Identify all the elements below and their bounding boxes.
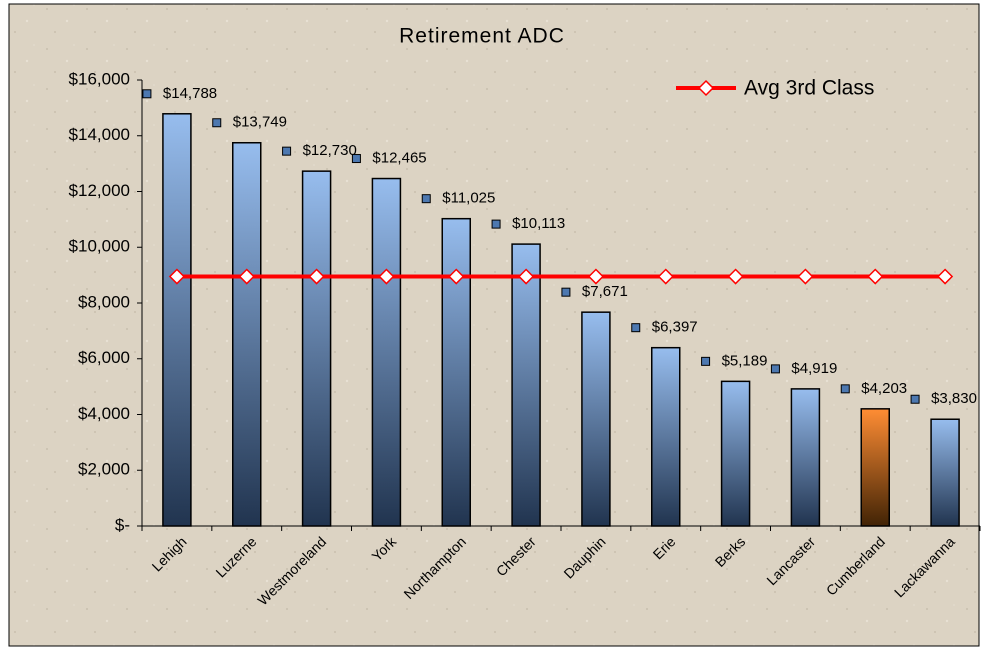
bar bbox=[651, 346, 681, 527]
line-marker bbox=[587, 268, 604, 285]
chart-title: Retirement ADC bbox=[399, 25, 565, 48]
data-label: $10,113 bbox=[512, 215, 565, 232]
data-label: $14,788 bbox=[163, 85, 217, 102]
bar bbox=[790, 388, 821, 527]
data-label: $7,671 bbox=[582, 283, 628, 300]
line-marker bbox=[727, 268, 744, 285]
bar bbox=[162, 113, 192, 527]
label-marker bbox=[421, 194, 431, 204]
label-marker bbox=[351, 154, 361, 164]
line-marker bbox=[867, 268, 884, 285]
legend-marker bbox=[697, 79, 715, 97]
data-label: $12,465 bbox=[372, 150, 426, 167]
bar bbox=[232, 141, 262, 527]
data-label: $4,203 bbox=[861, 380, 907, 397]
chart-frame bbox=[8, 3, 980, 647]
bar bbox=[581, 311, 611, 527]
data-label: $6,397 bbox=[652, 319, 698, 336]
bar bbox=[720, 380, 751, 527]
label-marker bbox=[701, 356, 711, 366]
label-marker bbox=[282, 146, 292, 156]
data-label: $3,830 bbox=[931, 390, 977, 407]
label-marker bbox=[770, 364, 780, 374]
label-marker bbox=[840, 384, 850, 394]
bar bbox=[441, 217, 471, 527]
label-marker bbox=[561, 287, 571, 297]
data-label: $12,730 bbox=[303, 142, 357, 159]
label-marker bbox=[142, 89, 152, 99]
label-marker bbox=[491, 219, 501, 229]
y-tick-label: $8,000 bbox=[78, 292, 130, 311]
label-marker bbox=[910, 394, 920, 404]
data-label: $4,919 bbox=[791, 360, 837, 377]
y-tick-label: $14,000 bbox=[69, 125, 130, 144]
line-marker bbox=[797, 268, 814, 285]
label-marker bbox=[631, 323, 641, 333]
bar bbox=[301, 170, 332, 527]
y-tick-label: $4,000 bbox=[78, 404, 130, 423]
line-marker bbox=[937, 268, 954, 285]
data-label: $13,749 bbox=[233, 114, 287, 131]
line-marker bbox=[448, 268, 465, 285]
line-marker bbox=[518, 268, 535, 285]
bar bbox=[860, 408, 890, 527]
line-marker bbox=[308, 268, 325, 285]
y-tick-label: $6,000 bbox=[78, 348, 130, 367]
bar bbox=[371, 177, 402, 527]
line-marker bbox=[657, 268, 674, 285]
y-tick-label: $12,000 bbox=[69, 181, 130, 200]
y-tick-label: $16,000 bbox=[69, 69, 130, 88]
y-tick-label: $10,000 bbox=[69, 237, 130, 256]
line-marker bbox=[168, 268, 185, 285]
line-marker bbox=[238, 268, 255, 285]
bar bbox=[930, 418, 960, 527]
bar bbox=[511, 243, 541, 527]
legend-label: Avg 3rd Class bbox=[744, 77, 874, 100]
y-tick-label: $2,000 bbox=[78, 460, 130, 479]
data-label: $5,189 bbox=[722, 352, 768, 369]
line-marker bbox=[378, 268, 395, 285]
data-label: $11,025 bbox=[442, 190, 495, 207]
label-marker bbox=[212, 118, 222, 128]
y-tick-label: $- bbox=[115, 515, 130, 534]
